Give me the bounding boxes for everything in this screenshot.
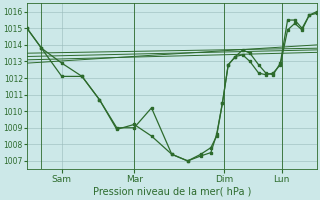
X-axis label: Pression niveau de la mer( hPa ): Pression niveau de la mer( hPa ) [92,187,251,197]
